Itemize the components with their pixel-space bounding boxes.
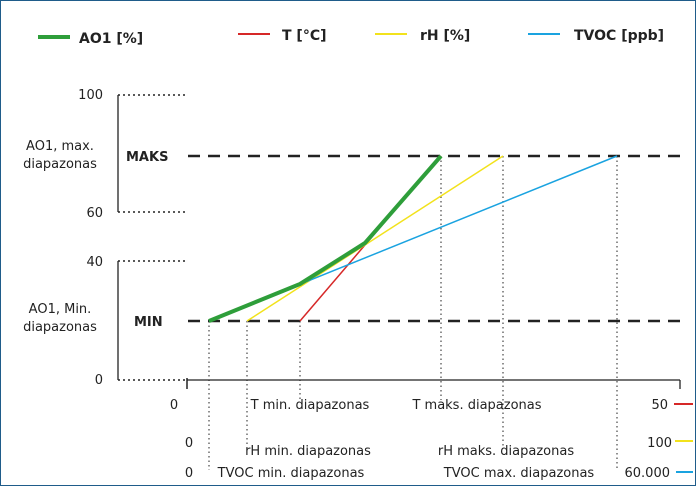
- y-label-100: 100: [78, 88, 103, 103]
- y-label-60: 60: [86, 206, 103, 221]
- max-range-label-line1: AO1, max.: [26, 139, 94, 154]
- rh-max-label: rH maks. diapazonas: [438, 444, 574, 459]
- min-range-label-line1: AO1, Min.: [29, 302, 92, 317]
- t-min-label: T min. diapazonas: [250, 398, 370, 413]
- y-label-0: 0: [95, 373, 103, 388]
- legend-label-t: T [°C]: [282, 28, 327, 44]
- t-end-label: 50: [651, 398, 668, 413]
- legend: AO1 [%] T [°C] rH [%] TVOC [ppb]: [38, 28, 664, 47]
- x-origin-tvoc: 0: [185, 466, 193, 481]
- rh-end-label: 100: [647, 436, 672, 451]
- maks-label: MAKS: [126, 150, 168, 165]
- min-range-label-line2: diapazonas: [23, 320, 97, 335]
- ao1-line: [208, 154, 443, 323]
- max-range-label-line2: diapazonas: [23, 157, 97, 172]
- x-origin-rh: 0: [185, 436, 193, 451]
- legend-label-rh: rH [%]: [420, 28, 470, 44]
- x-origin-t: 0: [170, 398, 178, 413]
- tvoc-end-label: 60.000: [625, 466, 671, 481]
- drop-lines: [208, 156, 618, 470]
- min-label: MIN: [134, 315, 163, 330]
- y-label-40: 40: [86, 255, 103, 270]
- legend-label-tvoc: TVOC [ppb]: [574, 28, 664, 44]
- legend-label-ao1: AO1 [%]: [79, 31, 143, 47]
- t-max-label: T maks. diapazonas: [411, 398, 541, 413]
- tvoc-max-label: TVOC max. diapazonas: [443, 466, 595, 481]
- rh-min-label: rH min. diapazonas: [245, 444, 371, 459]
- level-dotted-lines: [118, 94, 188, 381]
- rh-line: [246, 155, 504, 322]
- tvoc-min-label: TVOC min. diapazonas: [217, 466, 365, 481]
